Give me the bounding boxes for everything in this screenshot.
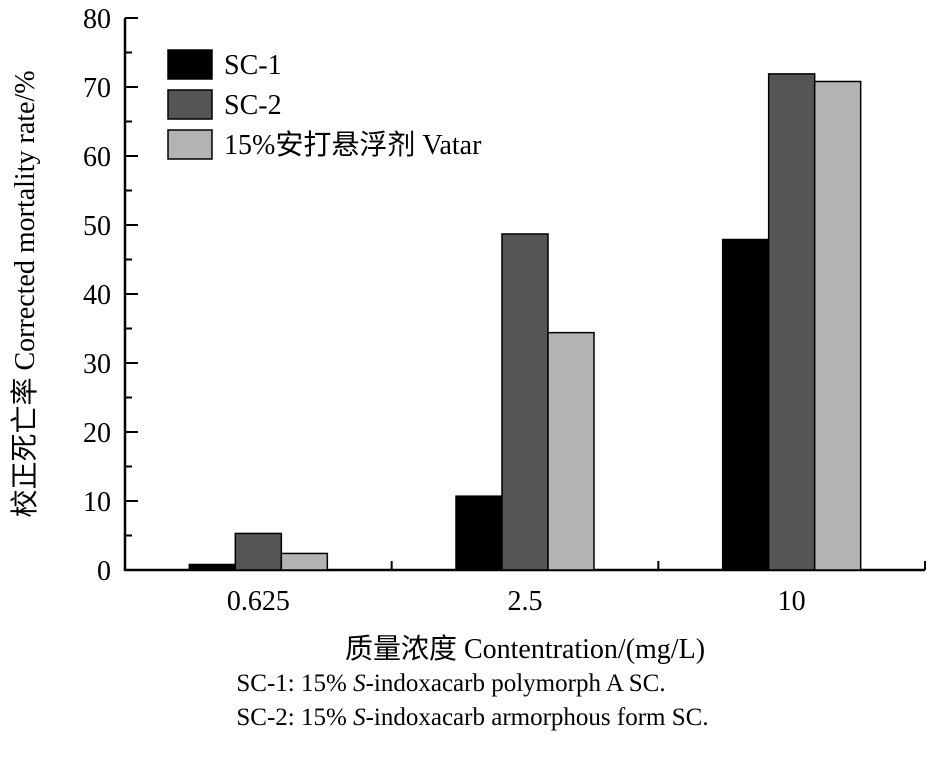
bar-SC-2-2.5: [501, 233, 549, 571]
bar-SC-1-2.5: [455, 495, 503, 571]
legend-swatch-SC-1: [167, 49, 213, 80]
x-tick-label: 2.5: [508, 586, 543, 617]
bar-SC-1-10: [721, 238, 770, 571]
legend-swatch-SC-2: [167, 89, 213, 120]
legend-label: 15%安打悬浮剂 Vatar: [224, 129, 482, 161]
y-tick-label: 50: [83, 211, 111, 242]
bar-15%安打悬浮剂 Vatar-10: [813, 80, 862, 571]
y-tick-label: 20: [83, 418, 111, 449]
legend-label: SC-1: [224, 50, 282, 81]
y-tick-label: 70: [83, 73, 111, 104]
y-tick-label: 40: [83, 280, 111, 311]
bar-15%安打悬浮剂 Vatar-0.625: [280, 552, 329, 571]
footnote-sc2: SC-2: 15% S-indoxacarb armorphous form S…: [236, 701, 708, 735]
footnote-sc1: SC-1: 15% S-indoxacarb polymorph A SC.: [236, 667, 708, 701]
bar-chart: 0 10 20 30 40 50 60 70 80 0.625 2.5 10 SC-1 SC-2 15%安打…: [9, 4, 926, 665]
y-tick-label: 80: [83, 4, 111, 35]
footnote-sc2-prefix: SC-2: 15%: [236, 704, 354, 731]
bar-15%安打悬浮剂 Vatar-2.5: [547, 331, 595, 571]
footnotes: SC-1: 15% S-indoxacarb polymorph A SC. S…: [236, 667, 708, 735]
footnote-sc2-italic-s: S: [353, 704, 366, 731]
bar-SC-2-0.625: [234, 532, 283, 571]
footnote-sc2-rest: -indoxacarb armorphous form SC.: [365, 704, 709, 731]
footnote-sc1-prefix: SC-1: 15%: [236, 670, 354, 697]
footnote-sc1-italic-s: S: [353, 670, 366, 697]
legend-label: SC-2: [224, 90, 282, 121]
y-tick-label: 30: [83, 349, 111, 380]
bar-SC-1-0.625: [188, 563, 237, 571]
legend-swatch-15%安打悬浮剂 Vatar: [167, 129, 213, 160]
x-axis-title: 质量浓度 Contentration/(mg/L): [345, 633, 705, 665]
y-tick-label: 60: [83, 142, 111, 173]
y-tick-label: 0: [97, 556, 111, 587]
bar-SC-2-10: [767, 73, 816, 571]
x-tick-label: 0.625: [227, 586, 290, 617]
footnote-sc1-rest: -indoxacarb polymorph A SC.: [365, 670, 666, 697]
y-axis-title: 校正死亡率 Corrected mortality rate/%: [9, 70, 41, 517]
y-tick-label: 10: [83, 487, 111, 518]
x-tick-label: 10: [778, 586, 806, 617]
